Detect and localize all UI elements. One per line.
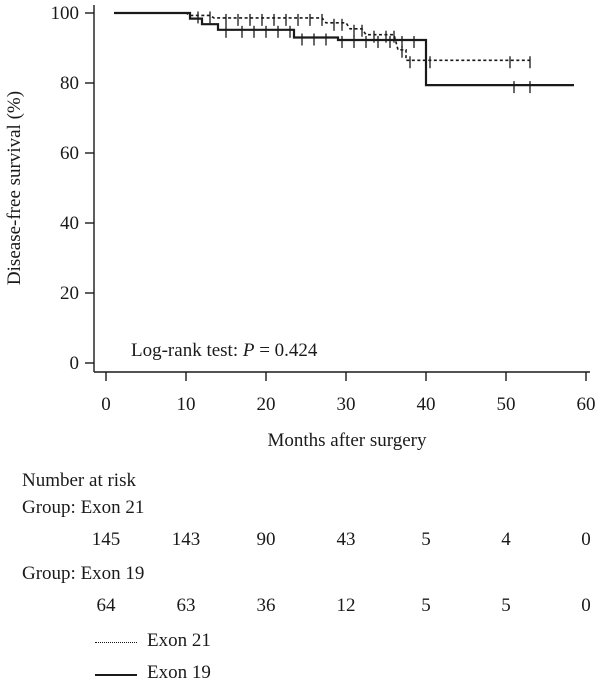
legend-item-exon21: Exon 21 [95, 630, 315, 654]
x-axis-label: Months after surgery [267, 430, 427, 451]
legend-label-exon19: Exon 19 [147, 662, 211, 683]
risk-row-exon21: 145 143 90 43 5 4 0 [0, 529, 600, 553]
y-tick-label: 40 [60, 213, 79, 234]
risk-count: 5 [421, 595, 431, 616]
risk-group-label-exon21: Group: Exon 21 [22, 497, 145, 518]
x-tick-label: 60 [577, 394, 596, 415]
risk-count: 143 [171, 529, 201, 550]
risk-count: 43 [336, 529, 356, 550]
risk-count: 5 [501, 595, 511, 616]
risk-count: 145 [91, 529, 121, 550]
x-tick-label: 50 [497, 394, 516, 415]
risk-count: 0 [581, 529, 591, 550]
x-tick-label: 0 [101, 394, 111, 415]
y-tick-label: 100 [51, 3, 80, 24]
risk-count: 90 [256, 529, 276, 550]
x-ticks: 0 10 20 30 40 50 60 [101, 372, 596, 415]
risk-count: 0 [581, 595, 591, 616]
risk-table-title: Number at risk [22, 470, 136, 491]
risk-count: 12 [336, 595, 356, 616]
y-tick-label: 80 [60, 73, 79, 94]
survival-curves [114, 11, 574, 94]
logrank-annotation: Log-rank test: P = 0.424 [131, 340, 318, 361]
logrank-value: = 0.424 [254, 340, 317, 361]
axes [93, 5, 590, 373]
risk-row-exon19: 64 63 36 12 5 5 0 [0, 595, 600, 619]
y-axis-label: Disease-free survival (%) [4, 91, 25, 285]
legend-item-exon19: Exon 19 [95, 662, 315, 686]
series-line-exon-19 [114, 11, 574, 87]
risk-count: 63 [176, 595, 196, 616]
risk-count: 64 [96, 595, 116, 616]
legend-swatch-solid [95, 674, 137, 676]
y-tick-label: 20 [60, 283, 79, 304]
risk-count: 5 [421, 529, 431, 550]
logrank-prefix: Log-rank test: [131, 340, 243, 361]
km-plot: 0 20 40 60 80 100 0 10 20 30 40 50 60 Disease-free … [4, 3, 596, 451]
x-tick-label: 30 [337, 394, 356, 415]
x-tick-label: 10 [177, 394, 196, 415]
x-tick-label: 20 [257, 394, 276, 415]
risk-count: 4 [501, 529, 511, 550]
risk-group-label-exon19: Group: Exon 19 [22, 563, 145, 584]
legend-label-exon21: Exon 21 [147, 630, 211, 651]
y-tick-label: 60 [60, 143, 79, 164]
logrank-p-symbol: P [242, 340, 255, 361]
y-ticks: 0 20 40 60 80 100 [51, 3, 94, 374]
legend-swatch-dotted [95, 642, 137, 643]
y-tick-label: 0 [70, 353, 80, 374]
x-tick-label: 40 [417, 394, 436, 415]
risk-count: 36 [256, 595, 276, 616]
